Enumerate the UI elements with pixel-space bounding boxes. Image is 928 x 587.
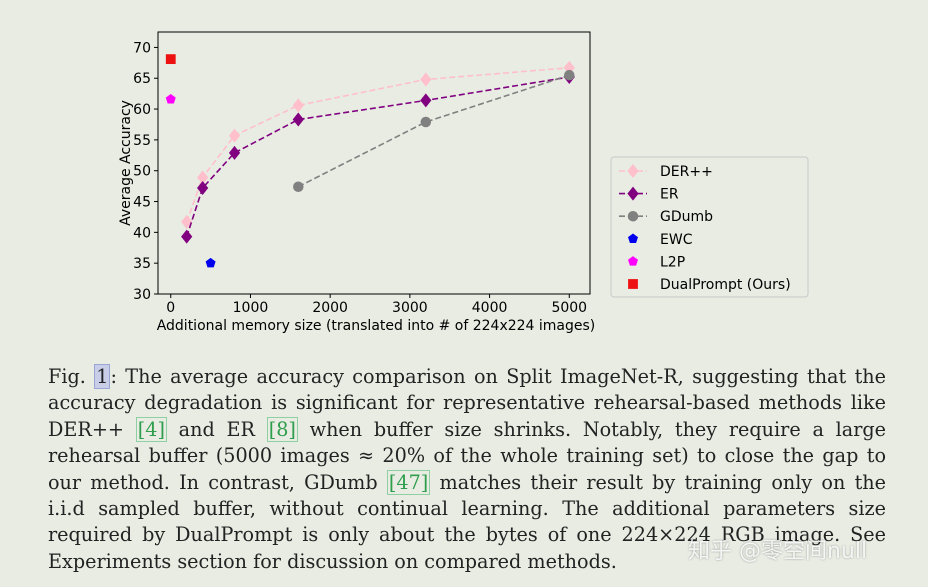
- data-point-der-3: [292, 98, 304, 113]
- y-axis-ticks: 30 35 40 45 50 55 60 65 70: [133, 40, 158, 303]
- caption-ref-2[interactable]: [8]: [266, 416, 298, 442]
- x-axis-label: Additional memory size (translated into …: [157, 318, 596, 334]
- caption-text-4: matches their result by training only on…: [48, 470, 886, 573]
- caption-ref-3[interactable]: [47]: [386, 469, 431, 495]
- series-line-er: [185, 76, 570, 237]
- data-point-l2p-0: [165, 93, 176, 104]
- caption-text-3: when buffer size shrinks. Notably, they …: [48, 417, 887, 494]
- data-point-ewc-0: [205, 257, 216, 268]
- series-line-der: [185, 66, 570, 223]
- watermark: 知乎 @零空间null: [688, 539, 868, 564]
- series-dualprompt-ours: [165, 54, 176, 65]
- figure-caption: Fig. 1: The average accuracy comparison …: [48, 364, 886, 575]
- legend-marker-l2p: [628, 256, 638, 266]
- caption-fig-number[interactable]: 1: [94, 364, 111, 389]
- data-point-gdumb-2: [564, 69, 575, 81]
- y-tick-label-45: 45: [133, 195, 151, 211]
- y-tick-label-55: 55: [133, 133, 151, 149]
- series-er: [181, 70, 575, 244]
- caption-text-2: and ER: [166, 417, 267, 441]
- legend-marker-er: [627, 186, 639, 201]
- legend-label-l2p: L2P: [660, 254, 685, 270]
- plot-area: [157, 31, 591, 295]
- caption-fig-prefix: Fig.: [48, 365, 86, 388]
- x-tick-label-1000: 1000: [233, 300, 269, 316]
- series-gdumb: [293, 69, 575, 192]
- y-tick-label-70: 70: [133, 40, 151, 56]
- series-l2p: [165, 93, 176, 104]
- y-tick-label-60: 60: [133, 102, 151, 118]
- series-group: [165, 54, 575, 268]
- data-point-er-0: [181, 229, 193, 244]
- legend-marker-ewc: [628, 233, 638, 244]
- legend-label-dualprompt-ours: DualPrompt (Ours): [660, 277, 791, 293]
- series-ewc: [205, 257, 216, 268]
- legend-label-er: ER: [660, 187, 679, 203]
- x-tick-label-3000: 3000: [392, 300, 428, 316]
- data-point-gdumb-1: [420, 116, 432, 128]
- caption-text-1: : The average accuracy comparison on Spl…: [48, 365, 886, 441]
- data-point-der-2: [228, 128, 241, 143]
- data-point-er-4: [420, 93, 432, 108]
- legend-label-der: DER++: [660, 164, 713, 180]
- data-point-gdumb-0: [293, 181, 304, 192]
- data-point-der-4: [420, 72, 432, 87]
- x-tick-label-0: 0: [166, 300, 175, 316]
- data-point-er-1: [197, 180, 209, 195]
- y-tick-label-40: 40: [133, 225, 151, 241]
- series-line-gdumb: [297, 74, 570, 188]
- y-tick-label-35: 35: [133, 256, 151, 272]
- chart: 30 35 40 45 50 55 60 65 70 0 1000 2000 3000 4000 5000…: [118, 31, 809, 334]
- caption-ref-1[interactable]: [4]: [135, 416, 167, 442]
- data-point-der-1: [197, 170, 209, 185]
- legend-label-ewc: EWC: [660, 232, 693, 248]
- legend-marker-gdumb: [627, 210, 639, 222]
- y-tick-label-30: 30: [133, 287, 151, 303]
- data-point-dualprompt-ours-0: [165, 54, 176, 65]
- legend-box: [610, 156, 809, 298]
- x-tick-label-2000: 2000: [312, 300, 348, 316]
- data-point-der-0: [181, 214, 193, 229]
- data-point-er-2: [228, 145, 241, 160]
- legend-label-gdumb: GDumb: [660, 209, 713, 225]
- legend-marker-der: [627, 164, 639, 178]
- data-point-er-3: [292, 112, 304, 127]
- x-tick-label-5000: 5000: [551, 300, 587, 316]
- x-axis-ticks: 0 1000 2000 3000 4000 5000: [166, 294, 587, 316]
- y-axis-label: Average Accuracy: [118, 100, 134, 226]
- legend: DER++ ER GDumb EWC L2P DualPrompt (Ours): [610, 156, 809, 298]
- y-tick-label-50: 50: [133, 164, 151, 180]
- y-tick-label-65: 65: [133, 71, 151, 87]
- legend-marker-dualprompt-ours: [628, 279, 638, 289]
- x-tick-label-4000: 4000: [472, 300, 508, 316]
